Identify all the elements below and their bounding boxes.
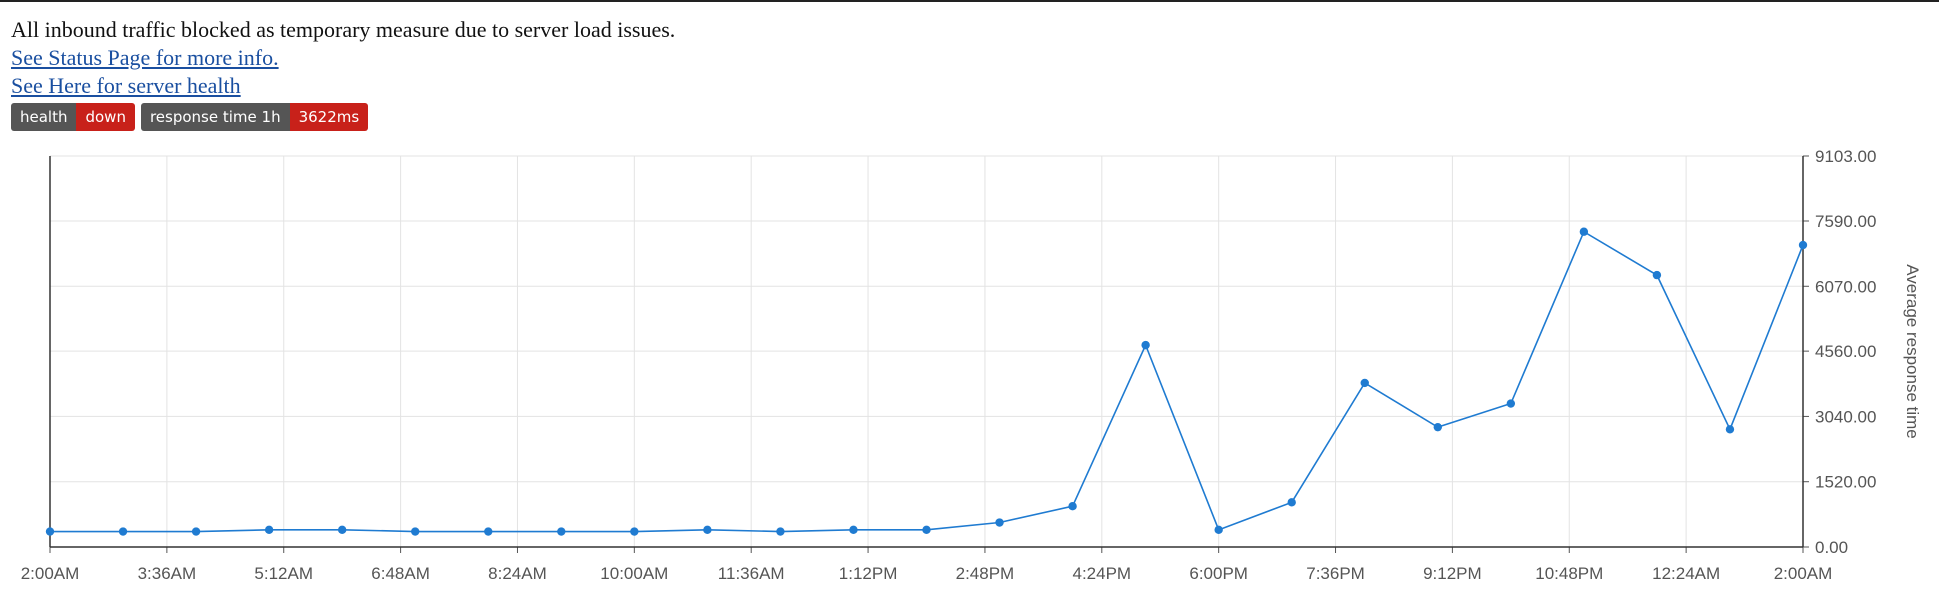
x-tick-label: 8:24AM [488, 564, 547, 583]
response-badge-value: 3622ms [289, 103, 369, 131]
data-point [1506, 399, 1516, 408]
y-tick-label: 4560.00 [1815, 342, 1876, 361]
data-point [630, 527, 639, 536]
x-tick-label: 1:12PM [839, 564, 898, 583]
data-point [191, 527, 201, 536]
x-tick-label: 11:36AM [718, 564, 785, 583]
data-point [1360, 378, 1369, 388]
data-point [922, 525, 931, 535]
x-tick-label: 2:48PM [956, 564, 1015, 583]
x-tick-label: 3:36AM [138, 564, 197, 583]
series-line [50, 230, 1804, 533]
x-tick-label: 7:36PM [1306, 564, 1365, 583]
server-health-link[interactable]: See Here for server health [11, 73, 241, 98]
health-badge-key: health [11, 103, 77, 131]
data-point [484, 527, 493, 536]
response-time-badge: response time 1h 3622ms [140, 103, 369, 131]
x-tick-label: 5:12AM [254, 564, 313, 583]
y-tick-label: 7590.00 [1815, 212, 1876, 231]
content: All inbound traffic blocked as temporary… [11, 16, 675, 131]
x-tick-label: 12:24AM [1652, 564, 1720, 583]
x-tick-label: 2:00AM [1774, 564, 1833, 583]
y-tick-label: 1520.00 [1815, 473, 1876, 492]
y-tick-label: 0.00 [1815, 538, 1848, 557]
y-tick-label: 3040.00 [1815, 407, 1876, 426]
data-point [411, 527, 420, 536]
x-tick-label: 9:12PM [1423, 564, 1482, 583]
data-point [1287, 498, 1296, 507]
data-point [1579, 227, 1589, 236]
x-tick-label: 2:00AM [21, 564, 80, 583]
data-point [1141, 340, 1150, 350]
x-tick-label: 6:48AM [371, 564, 430, 583]
data-point [1214, 525, 1223, 535]
y-axis-label: Average response time [1903, 264, 1922, 439]
data-point [118, 527, 128, 536]
data-point [849, 525, 858, 535]
x-tick-label: 10:48PM [1535, 564, 1603, 583]
y-tick-label: 9103.00 [1815, 147, 1876, 166]
x-tick-label: 4:24PM [1073, 564, 1132, 583]
notice-text: All inbound traffic blocked as temporary… [11, 17, 676, 42]
data-point [264, 525, 274, 535]
data-point [1068, 501, 1077, 511]
data-point [557, 527, 566, 536]
data-point [1433, 422, 1442, 432]
response-badge-key: response time 1h [140, 103, 290, 131]
y-tick-label: 6070.00 [1815, 277, 1876, 296]
x-tick-label: 6:00PM [1189, 564, 1248, 583]
data-point [776, 527, 785, 536]
data-point [703, 525, 712, 535]
x-tick-label: 10:00AM [600, 564, 668, 583]
data-point [1798, 240, 1808, 250]
badges: health down response time 1h 3622ms [11, 103, 675, 131]
links: See Status Page for more info. See Here … [11, 44, 675, 100]
health-badge: health down [11, 103, 135, 131]
data-point [1652, 270, 1662, 280]
status-page-link[interactable]: See Status Page for more info. [11, 45, 279, 70]
data-point [1725, 425, 1735, 434]
health-badge-value: down [76, 103, 135, 131]
data-point [337, 525, 347, 535]
data-point [45, 527, 55, 536]
data-point [995, 518, 1004, 527]
